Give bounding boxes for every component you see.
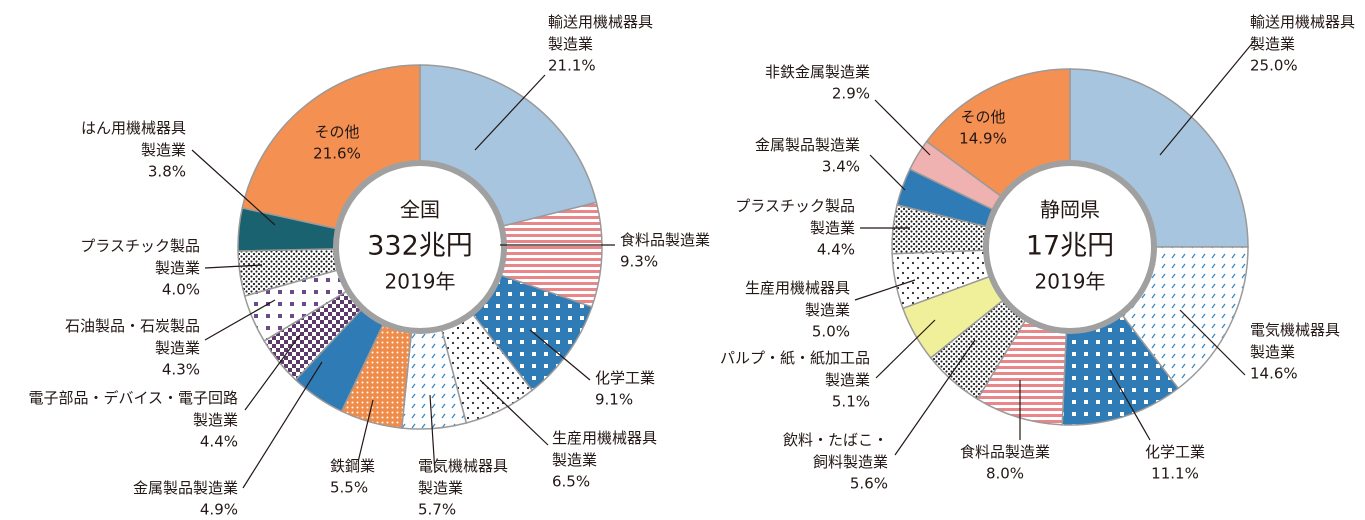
category-label: その他 (314, 123, 359, 141)
value-label: 25.0% (1250, 57, 1298, 75)
leader-line (191, 149, 276, 226)
value-label: 4.9% (200, 501, 238, 517)
center-label: 全国 (400, 198, 440, 222)
value-label: 4.3% (162, 361, 200, 379)
center-circle (333, 160, 507, 334)
leader-line (1159, 39, 1256, 156)
category-label: 生産用機械器具製造業 (745, 279, 850, 319)
leader-line (529, 329, 591, 381)
leader-line (874, 99, 931, 156)
value-label: 2.9% (832, 85, 870, 103)
value-label: 5.0% (812, 323, 850, 341)
value-label: 5.7% (418, 501, 456, 517)
category-label: プラスチック製品製造業 (80, 237, 200, 277)
value-label: 14.6% (1250, 365, 1298, 383)
category-label: はん用機械器具製造業 (81, 119, 186, 159)
leader-line (854, 279, 916, 301)
category-label: 石油製品・石炭製品製造業 (65, 317, 200, 357)
center-label: 2019年 (385, 270, 456, 294)
leader-line (479, 379, 549, 446)
value-label: 5.6% (850, 475, 888, 493)
category-label: 電子部品・デバイス・電子回路製造業 (28, 389, 238, 429)
category-label: その他 (960, 108, 1005, 126)
center-label: 静岡県 (1040, 198, 1100, 222)
leader-line (242, 361, 323, 489)
category-label: 金属製品製造業 (133, 479, 238, 497)
leader-line (244, 334, 301, 411)
value-label: 5.5% (330, 479, 368, 497)
category-label: 化学工業 (595, 369, 655, 387)
donut-chart: 全国 332兆円 2019年 輸送用機械器具製造業 21.1% 食料品製造業 9.3% 化学工… (28, 13, 710, 519)
leader-line (429, 394, 436, 474)
category-label: 金属製品製造業 (755, 136, 860, 154)
category-label: 電気機械器具製造業 (1250, 321, 1340, 361)
value-label: 6.5% (552, 473, 590, 491)
center-circle (983, 160, 1157, 334)
value-label: 5.1% (832, 393, 870, 411)
category-label: 食料品製造業 (620, 231, 710, 249)
value-label: 14.9% (959, 130, 1007, 148)
value-label: 9.3% (620, 253, 658, 271)
category-label: 飲料・たばこ・飼料製造業 (783, 431, 888, 471)
center-label: 17兆円 (1026, 231, 1114, 262)
leader-line (875, 319, 936, 379)
category-label: 輸送用機械器具製造業 (548, 13, 653, 53)
category-label: 化学工業 (1145, 443, 1205, 461)
category-label: 非鉄金属製造業 (765, 63, 870, 81)
value-label: 9.1% (595, 391, 633, 409)
leader-line (474, 74, 546, 151)
leader-line (204, 299, 276, 341)
leader-line (1109, 369, 1151, 441)
value-label: 4.0% (162, 281, 200, 299)
center-label: 2019年 (1035, 270, 1106, 294)
leader-line (357, 399, 374, 463)
value-label: 3.8% (148, 163, 186, 181)
category-label: パルプ・紙・紙加工品製造業 (720, 349, 870, 389)
value-label: 3.4% (822, 158, 860, 176)
value-label: 21.1% (548, 57, 596, 75)
leader-line (869, 154, 906, 191)
category-label: 生産用機械器具製造業 (552, 429, 657, 469)
category-label: 電気機械器具製造業 (418, 457, 508, 497)
value-label: 8.0% (986, 465, 1024, 483)
category-label: 食料品製造業 (960, 443, 1050, 461)
donut-chart: 静岡県 17兆円 2019年 輸送用機械器具製造業 25.0% 電気機械器具製造業 14.6… (720, 13, 1355, 493)
category-label: 鉄鋼業 (330, 457, 375, 475)
leader-line (204, 264, 263, 269)
leader-line (1179, 309, 1246, 376)
leader-line (894, 339, 976, 456)
value-label: 21.6% (313, 145, 361, 163)
value-label: 4.4% (200, 433, 238, 451)
category-label: 輸送用機械器具製造業 (1250, 13, 1355, 53)
value-label: 11.1% (1151, 465, 1199, 483)
category-label: プラスチック製品製造業 (735, 197, 855, 237)
value-label: 4.4% (817, 241, 855, 259)
center-label: 332兆円 (367, 231, 473, 262)
